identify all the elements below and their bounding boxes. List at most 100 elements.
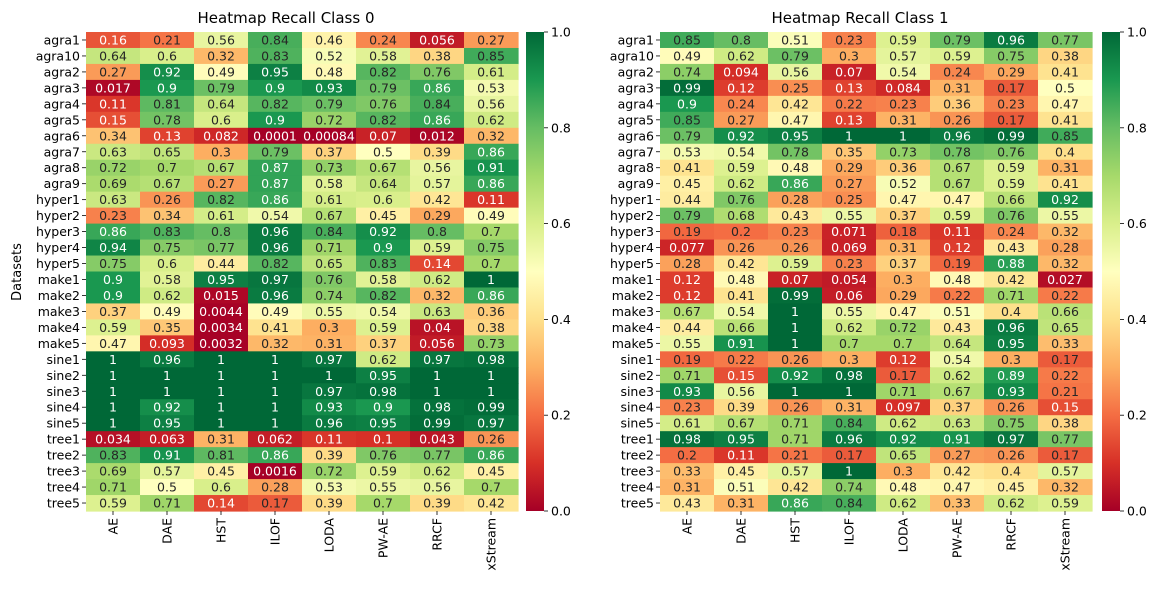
cell-value-label: 0.67 (369, 160, 397, 175)
heatmap-cell (464, 383, 519, 400)
cell-value-label: 0.96 (943, 128, 971, 143)
heatmap-cell (876, 447, 931, 464)
heatmap-cell (194, 32, 249, 49)
heatmap-cell (876, 79, 931, 97)
heatmap-cell (768, 127, 823, 145)
cell-value-label: 0.19 (943, 256, 971, 271)
cell-value-label: 0.33 (943, 496, 971, 511)
cell-value-label: 0.72 (889, 320, 917, 335)
cell-value-label: 0.38 (477, 320, 505, 335)
cell-value-label: 0.2 (677, 448, 697, 463)
cell-value-label: 0.39 (315, 496, 343, 511)
heatmap-cell (876, 415, 931, 432)
heatmap-cell (768, 287, 823, 305)
cell-value-label: 0.23 (781, 224, 809, 239)
heatmap-cell (194, 191, 249, 209)
chart-title: Heatmap Recall Class 0 (198, 9, 375, 27)
cell-value-label: 0.41 (1051, 112, 1079, 127)
chart-title: Heatmap Recall Class 1 (772, 9, 949, 27)
cell-value-label: 0.62 (153, 288, 181, 303)
cell-value-label: 1 (109, 368, 117, 383)
heatmap-cell (984, 287, 1039, 305)
heatmap-cell (410, 127, 465, 145)
heatmap-cell (876, 463, 931, 480)
heatmap-cell (984, 479, 1039, 496)
cell-value-label: 0.56 (727, 384, 755, 399)
cell-value-label: 0.32 (1051, 480, 1079, 495)
heatmap-cell (248, 207, 303, 225)
cell-value-label: 0.41 (1051, 64, 1079, 79)
cell-value-label: 0.28 (673, 256, 701, 271)
cell-value-label: 0.55 (835, 208, 863, 223)
heatmap-cell (410, 159, 465, 177)
heatmap-cell (822, 255, 877, 273)
heatmap-cell (410, 47, 465, 65)
cell-value-label: 0.48 (943, 272, 971, 287)
heatmap-cell (714, 319, 769, 336)
cell-value-label: 0.73 (889, 144, 917, 159)
heatmap-cell (984, 367, 1039, 384)
cell-value-label: 0.17 (261, 496, 289, 511)
cell-value-label: 0.7 (481, 480, 501, 495)
heatmap-cell (984, 63, 1039, 81)
heatmap-cell (660, 47, 715, 65)
cell-value-label: 0.56 (423, 480, 451, 495)
heatmap-cells: 0.16 0.21 0.56 0.84 0.46 0.24 0.056 0.270.64 0.6… (86, 32, 519, 512)
heatmap-cell (194, 223, 249, 241)
cell-value-label: 0.86 (477, 176, 505, 191)
heatmap-cell (356, 319, 411, 336)
heatmap-cell (248, 271, 303, 289)
heatmap-cell (768, 351, 823, 368)
cell-value-label: 1 (217, 400, 225, 415)
heatmap-cell (930, 351, 985, 368)
heatmap-cell (768, 47, 823, 65)
cell-value-label: 0.24 (997, 224, 1025, 239)
cell-value-label: 0.17 (1051, 448, 1079, 463)
heatmap-cell (1038, 159, 1093, 177)
y-tick-label: tree4 (47, 480, 80, 495)
cell-value-label: 0.62 (943, 368, 971, 383)
cell-value-label: 0.8 (211, 224, 231, 239)
cell-value-label: 0.76 (369, 96, 397, 111)
heatmap-cell (86, 175, 141, 193)
cell-value-label: 0.58 (315, 176, 343, 191)
heatmap-cell (410, 351, 465, 368)
cell-value-label: 0.11 (315, 432, 343, 447)
heatmap-class-1: Heatmap Recall Class 1 0.85 0.8 0.51 0.23 0.… (610, 9, 1147, 571)
cell-value-label: 0.59 (997, 160, 1025, 175)
heatmap-cell (86, 479, 141, 496)
cell-value-label: 0.17 (997, 80, 1025, 95)
heatmap-cell (768, 495, 823, 512)
x-tick-label: LODA (322, 518, 337, 553)
cell-value-label: 0.84 (423, 96, 451, 111)
cell-value-label: 0.98 (477, 352, 505, 367)
cell-value-label: 0.66 (1051, 304, 1079, 319)
heatmap-cell (140, 399, 195, 416)
cell-value-label: 0.2 (731, 224, 751, 239)
cell-value-label: 0.6 (373, 192, 393, 207)
cell-value-label: 0.76 (423, 64, 451, 79)
heatmap-cell (714, 223, 769, 241)
cell-value-label: 0.54 (889, 64, 917, 79)
cell-value-label: 0.32 (261, 336, 289, 351)
y-tick-label: agra8 (44, 160, 80, 175)
x-tick-label: ILOF (842, 518, 857, 545)
cell-value-label: 0.76 (997, 144, 1025, 159)
heatmap-cell (984, 351, 1039, 368)
cell-value-label: 0.12 (727, 80, 755, 95)
cell-value-label: 0.71 (781, 432, 809, 447)
y-tick-label: agra3 (44, 80, 80, 95)
cell-value-label: 0.97 (477, 416, 505, 431)
cell-value-label: 0.73 (315, 160, 343, 175)
heatmap-cell (464, 351, 519, 368)
cell-value-label: 0.24 (943, 64, 971, 79)
heatmap-cell (140, 191, 195, 209)
heatmap-cell (302, 111, 357, 129)
colorbar-tick-label: 0.2 (1127, 408, 1147, 423)
heatmap-cell (248, 319, 303, 336)
heatmap-cell (194, 335, 249, 352)
heatmap-cell (984, 223, 1039, 241)
cell-value-label: 0.31 (835, 400, 863, 415)
heatmap-cell (140, 383, 195, 400)
